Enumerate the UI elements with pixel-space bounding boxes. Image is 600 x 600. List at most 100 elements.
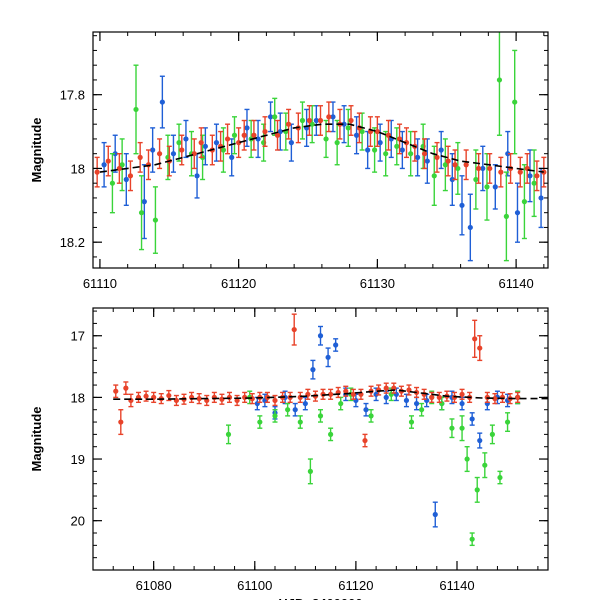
data-point-green [272,413,278,419]
data-point-green [408,419,415,425]
x-tick-label: 61120 [221,276,256,291]
data-point-blue [492,184,498,190]
data-point-red [137,154,143,160]
data-point-blue [365,147,371,153]
data-point-red [350,391,356,397]
data-point-blue [505,151,511,157]
data-point-red [262,128,268,135]
data-point-green [512,99,518,105]
data-point-red [434,154,440,160]
data-point-blue [244,125,250,131]
data-point-blue [159,99,165,105]
y-tick-label: 18.2 [60,235,85,250]
data-point-green [473,176,479,183]
data-point-green [408,151,414,157]
data-point-blue [424,158,430,164]
data-point-blue [459,202,465,208]
data-point-green [297,419,303,425]
data-point-red [179,147,185,153]
data-point-green [307,468,313,474]
data-point-red [123,385,129,391]
data-point-blue [438,147,444,153]
data-point-green [503,213,509,219]
x-tick-label: 61100 [237,578,272,593]
data-point-blue [202,143,208,149]
data-point-blue [183,136,189,142]
panel-bottom: 61080 61100 61120 61140 17 18 19 20 Magnitude HJD… [29,307,549,600]
data-point-blue [101,162,107,168]
data-point-red [317,117,324,124]
data-point-green [225,431,232,437]
data-point-green [257,419,263,425]
data-point-red [429,394,435,400]
data-point-blue [288,140,294,146]
data-point-blue [514,210,521,216]
data-point-green [299,117,306,124]
data-point-blue [310,367,316,373]
data-point-blue [277,128,283,135]
data-point-blue [383,394,389,400]
data-point-blue [317,333,324,339]
data-point-green [285,407,291,413]
x-tick-label: 61140 [439,578,474,593]
data-point-red [326,114,332,120]
data-point-blue [229,154,235,160]
data-point-red [306,117,313,124]
data-point-red [515,394,521,400]
data-point-blue [112,151,118,157]
data-point-blue [313,117,319,124]
data-point-red [219,396,225,402]
data-point-red [472,336,478,342]
x-axis-title: HJD−2400000 [278,596,362,600]
data-point-red [343,388,349,394]
x-tick-label: 61120 [338,578,373,593]
data-point-red [236,140,242,146]
data-point-red [198,140,204,146]
data-point-green [368,413,374,419]
data-point-green [504,419,511,425]
data-point-green [484,184,490,190]
data-point-red [105,158,111,164]
data-point-green [334,140,340,146]
data-point-green [449,425,455,431]
data-point-green [431,173,437,179]
data-point-blue [170,151,177,157]
data-point-green [328,431,334,437]
data-point-red [477,345,483,351]
data-point-blue [403,397,410,404]
model-curve-top [99,123,544,173]
plot-area-bottom [113,313,548,547]
data-point-blue [330,114,336,120]
x-tick-label: 61110 [83,276,117,291]
data-point-red [348,117,354,124]
data-point-blue [413,400,420,407]
data-point-blue [459,400,465,407]
data-point-green [459,425,465,431]
data-point-blue [477,437,483,444]
data-point-green [231,132,238,138]
data-point-red [421,151,428,157]
data-point-blue [449,176,455,183]
data-point-red [116,165,122,172]
data-point-red [362,437,368,444]
data-point-green [469,536,475,542]
data-point-red [272,397,278,404]
data-point-red [517,169,523,175]
data-point-red [499,394,506,400]
data-point-blue [292,407,298,413]
data-point-blue [267,114,274,120]
data-point-green [531,180,537,186]
series-red-bottom [113,313,521,448]
data-point-red [403,140,410,146]
data-point-red [234,397,240,404]
data-point-red [487,165,493,172]
data-point-red [241,132,247,138]
y-axis-title: Magnitude [29,407,44,472]
data-point-green [383,151,389,157]
data-point-red [541,169,547,175]
data-point-blue [213,140,220,146]
data-point-red [94,169,100,175]
data-point-green [474,487,480,493]
data-point-red [459,391,465,397]
